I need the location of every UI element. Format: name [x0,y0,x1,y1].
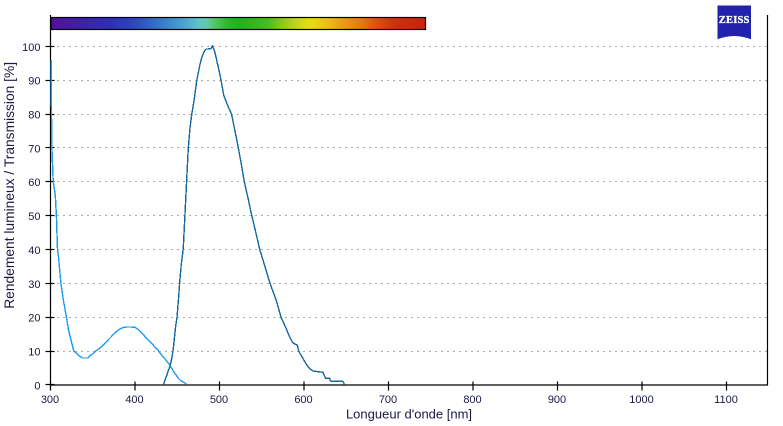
svg-text:ZEISS: ZEISS [719,15,750,26]
svg-text:30: 30 [28,279,40,291]
svg-text:40: 40 [28,245,40,257]
svg-text:1100: 1100 [714,394,738,406]
svg-text:400: 400 [125,394,143,406]
svg-text:10: 10 [28,347,40,359]
svg-text:300: 300 [41,394,59,406]
svg-text:900: 900 [548,394,566,406]
svg-text:600: 600 [294,394,312,406]
svg-text:0: 0 [34,380,40,392]
svg-text:50: 50 [28,211,40,223]
svg-text:80: 80 [28,110,40,122]
svg-text:700: 700 [379,394,397,406]
svg-text:800: 800 [463,394,481,406]
svg-text:1000: 1000 [629,394,653,406]
svg-text:20: 20 [28,313,40,325]
svg-text:500: 500 [210,394,228,406]
svg-text:60: 60 [28,177,40,189]
svg-text:100: 100 [22,42,40,54]
svg-text:Rendement lumineux / Transmiss: Rendement lumineux / Transmission [%] [2,62,17,309]
svg-text:90: 90 [28,76,40,88]
svg-text:70: 70 [28,143,40,155]
svg-text:Longueur d'onde [nm]: Longueur d'onde [nm] [346,407,472,422]
